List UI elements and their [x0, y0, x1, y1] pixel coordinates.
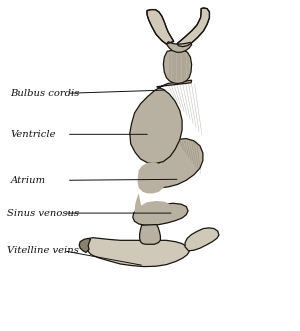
Polygon shape [134, 193, 173, 224]
Polygon shape [164, 50, 192, 83]
Polygon shape [79, 238, 91, 253]
Polygon shape [147, 10, 174, 44]
Text: Atrium: Atrium [10, 176, 45, 185]
Polygon shape [185, 228, 219, 251]
Polygon shape [137, 165, 168, 193]
Polygon shape [133, 203, 188, 225]
Polygon shape [147, 139, 203, 188]
Text: Ventricle: Ventricle [10, 130, 56, 139]
Text: Bulbus cordis: Bulbus cordis [10, 89, 80, 98]
Polygon shape [85, 238, 189, 266]
Polygon shape [177, 8, 209, 47]
Polygon shape [138, 162, 168, 185]
Polygon shape [140, 224, 160, 244]
Text: Vitelline veins: Vitelline veins [7, 246, 79, 255]
Text: Sinus venosus: Sinus venosus [7, 209, 80, 217]
Polygon shape [166, 42, 192, 52]
Polygon shape [130, 80, 192, 164]
